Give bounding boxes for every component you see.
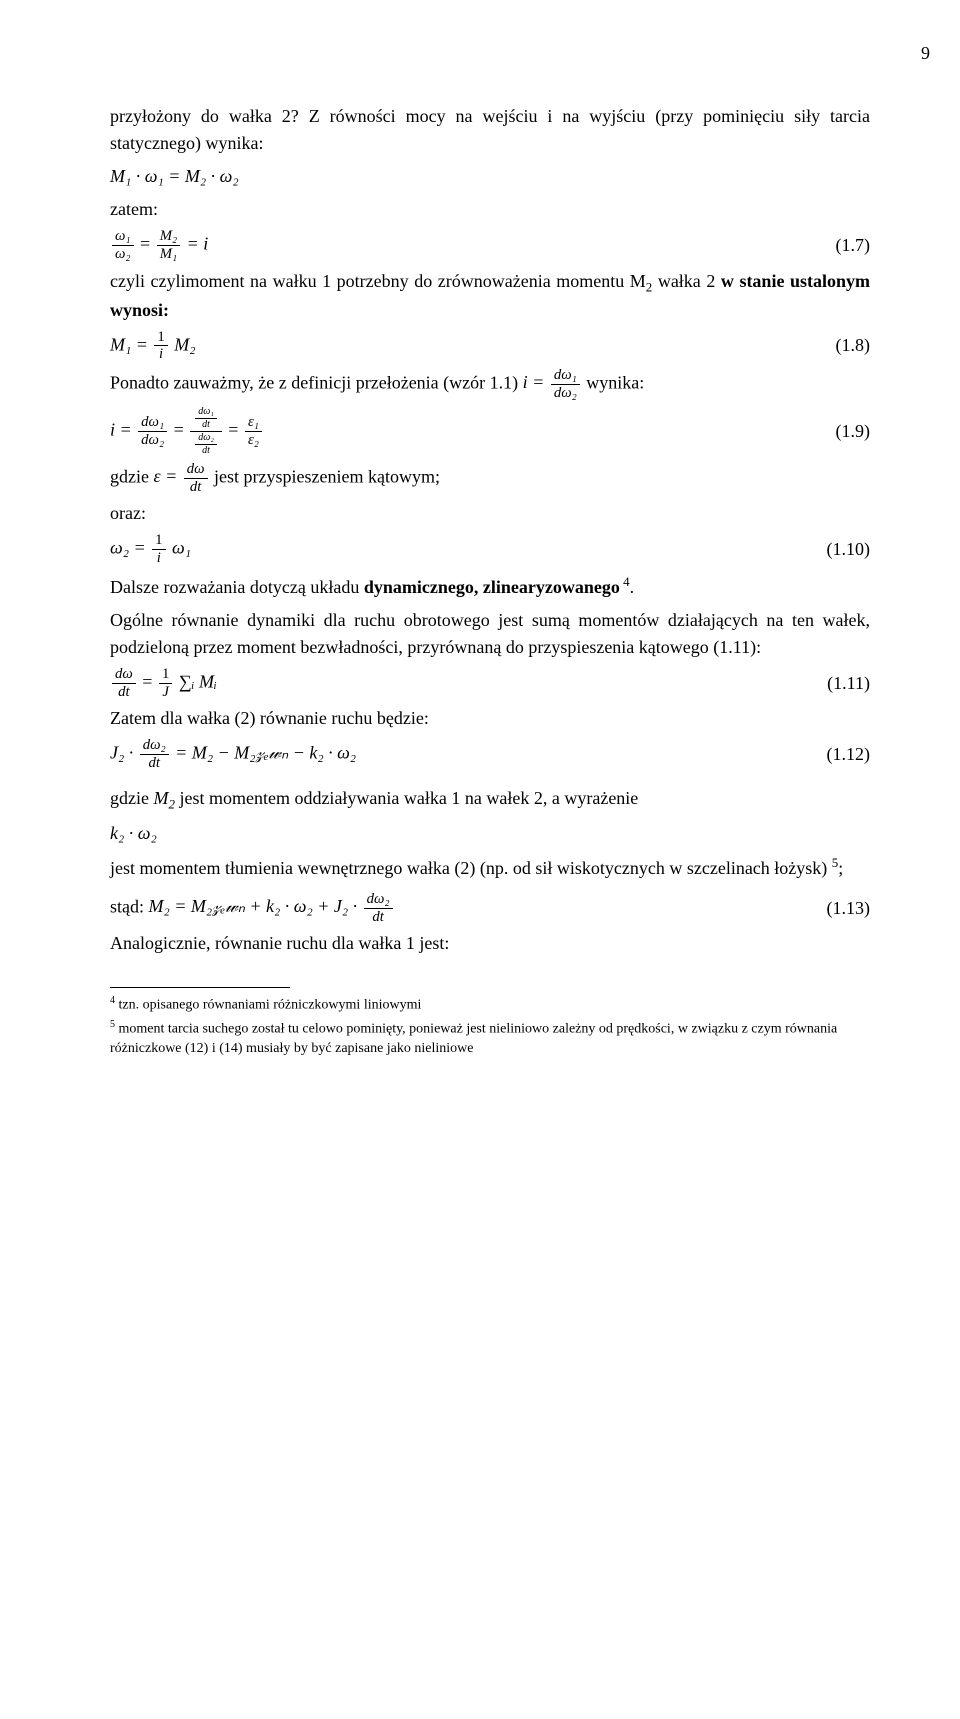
para-ogolne: Ogólne równanie dynamiki dla ruchu obrot… [110,607,870,661]
page-number: 9 [110,40,930,67]
word-oraz: oraz: [110,500,870,527]
eq-label-1-11: (1.11) [827,670,870,697]
footnote-separator [110,987,290,988]
eq-1-10: ω₂ = 1i ω₁ [110,533,191,566]
eq-label-1-8: (1.8) [836,332,871,359]
eq-label-1-12: (1.12) [827,741,871,768]
eq-1-9: i = dω₁dω₂ = dω₁dt dω₂dt = ε₁ε₂ [110,407,264,456]
eq-1-7-row: ω₁ω₂ = M₂M₁ = i (1.7) [110,229,870,262]
eq-1-10-row: ω₂ = 1i ω₁ (1.10) [110,533,870,566]
para-ponadto: Ponadto zauważmy, że z definicji przełoż… [110,368,870,401]
para-analogicznie: Analogicznie, równanie ruchu dla wałka 1… [110,930,870,957]
eq-1-11-row: dωdt = 1J ∑ᵢ Mᵢ (1.11) [110,667,870,700]
eq-1-13: stąd: M₂ = M₂𝓏ₑ𝓌ₙ + k₂ · ω₂ + J₂ · dω₂dt [110,892,395,925]
eq-label-1-7: (1.7) [836,232,871,259]
para-gdzie-m2: gdzie M2 jest momentem oddziaływania wał… [110,785,870,814]
eq-label-1-9: (1.9) [836,418,871,445]
eq-label-1-10: (1.10) [827,536,871,563]
para-intro: przyłożony do wałka 2? Z równości mocy n… [110,103,870,157]
eq-1-8: M₁ = 1i M₂ [110,330,196,363]
expr-k2w2: k₂ · ω₂ [110,820,870,847]
eq-1-13-row: stąd: M₂ = M₂𝓏ₑ𝓌ₙ + k₂ · ω₂ + J₂ · dω₂dt… [110,892,870,925]
para-moment-tlumienia: jest momentem tłumienia wewnętrznego wał… [110,853,870,882]
eq-1-8-row: M₁ = 1i M₂ (1.8) [110,330,870,363]
eq-1-9-row: i = dω₁dω₂ = dω₁dt dω₂dt = ε₁ε₂ (1.9) [110,407,870,456]
footnote-5: 5 moment tarcia suchego został tu celowo… [110,1018,870,1058]
para-zatem-walka2: Zatem dla wałka (2) równanie ruchu będzi… [110,705,870,732]
eq-1-12: J₂ · dω₂dt = M₂ − M₂𝓏ₑ𝓌ₙ − k₂ · ω₂ [110,738,356,771]
para-dalsze: Dalsze rozważania dotyczą układu dynamic… [110,572,870,601]
eq-1-11: dωdt = 1J ∑ᵢ Mᵢ [110,667,217,700]
para-gdzie-eps: gdzie ε = dωdt jest przyspieszeniem kąto… [110,462,870,495]
eq-1-7: ω₁ω₂ = M₂M₁ = i [110,229,208,262]
eq-m1w1-m2w2: M₁ · ω₁ = M₂ · ω₂ [110,163,870,190]
eq-1-12-row: J₂ · dω₂dt = M₂ − M₂𝓏ₑ𝓌ₙ − k₂ · ω₂ (1.12… [110,738,870,771]
eq-label-1-13: (1.13) [827,895,871,922]
para-czyli: czyli czylimoment na wałku 1 potrzebny d… [110,268,870,324]
word-zatem: zatem: [110,196,870,223]
footnote-4: 4 tzn. opisanego równaniami różniczkowym… [110,994,870,1016]
